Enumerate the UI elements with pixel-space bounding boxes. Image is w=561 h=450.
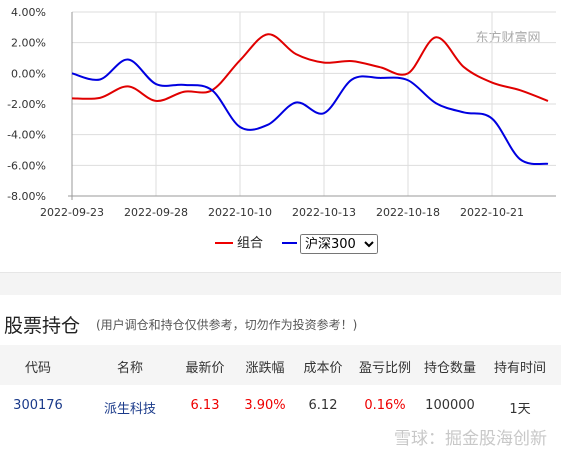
- section-note: (用户调仓和持仓仅供参考，切勿作为投资参考！): [96, 318, 358, 332]
- header-cell: 最新价: [185, 361, 225, 376]
- chart: 东方财富网 组合 -8.00% -6.00% -4.00% -2.00% 0.00% 2.…: [7, 6, 556, 251]
- x-tick-label: 2022-10-21: [460, 206, 524, 219]
- y-tick-label: 0.00%: [11, 67, 46, 80]
- y-tick-label: -6.00%: [7, 159, 46, 172]
- series-line: [71, 33, 549, 102]
- table-cell: 派生科技: [103, 402, 156, 417]
- header-cell: 涨跌幅: [245, 361, 285, 376]
- y-tick-label: -8.00%: [7, 190, 46, 203]
- header-cell: 代码: [24, 361, 51, 376]
- series-line: [71, 58, 549, 166]
- table-cell: 0.16%: [364, 398, 406, 413]
- table-cell: 100000: [425, 398, 475, 413]
- watermark: 东方财富网: [475, 30, 540, 46]
- y-tick-label: -4.00%: [7, 129, 46, 142]
- y-tick-label: 2.00%: [11, 37, 46, 50]
- header-cell: 名称: [116, 361, 143, 376]
- table-cell: 6.13: [190, 398, 220, 413]
- legend-label: 组合: [237, 236, 263, 251]
- x-tick-label: 2022-09-23: [40, 206, 104, 219]
- header-cell: 持仓数量: [423, 361, 476, 376]
- y-tick-label: 4.00%: [11, 6, 46, 19]
- table-cell: 3.90%: [244, 398, 286, 413]
- x-tick-label: 2022-10-10: [208, 206, 272, 219]
- header-cell: 持有时间: [493, 361, 546, 376]
- x-tick-label: 2022-10-13: [292, 206, 356, 219]
- watermark: 雪球：掘金股海创新: [394, 429, 547, 449]
- table-cell: 6.12: [308, 398, 338, 413]
- divider: [0, 272, 561, 295]
- section-title: 股票持仓: [4, 315, 81, 337]
- table-cell: 1天: [509, 402, 531, 417]
- x-tick-label: 2022-10-18: [376, 206, 440, 219]
- table-header: [0, 345, 561, 385]
- header-cell: 盈亏比例: [358, 361, 411, 376]
- x-tick-label: 2022-09-28: [124, 206, 188, 219]
- header-cell: 成本价: [303, 361, 343, 376]
- y-tick-label: -2.00%: [7, 98, 46, 111]
- table-cell: 300176: [13, 398, 63, 413]
- legend-select[interactable]: 沪深300: [300, 234, 378, 254]
